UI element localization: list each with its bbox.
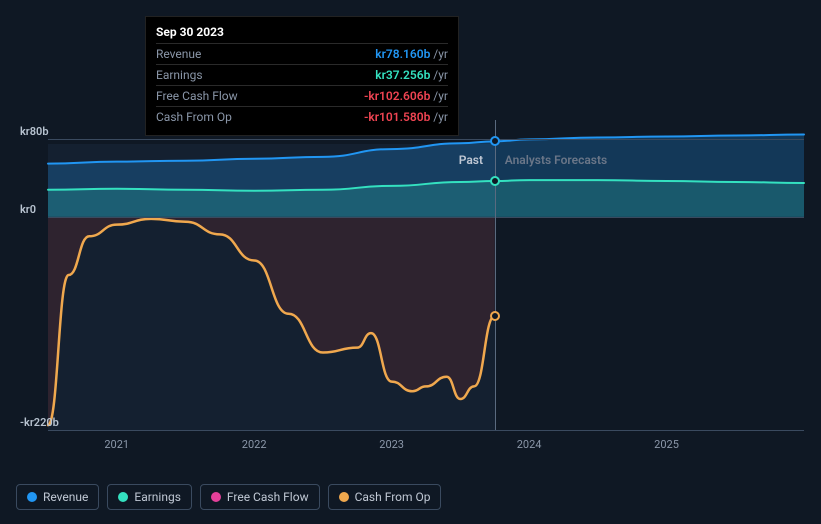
legend-label: Cash From Op <box>355 490 431 504</box>
y-axis-label: -kr220b <box>20 416 59 429</box>
gridline <box>48 430 804 431</box>
legend-swatch <box>211 492 221 502</box>
chart-svg <box>48 120 804 430</box>
chart: Past Analysts Forecasts 2021 2022 2023 2024… <box>16 120 804 450</box>
cursor-line <box>495 120 496 430</box>
x-axis-label: 2021 <box>104 438 129 451</box>
x-axis-label: 2024 <box>517 438 542 451</box>
x-axis-label: 2022 <box>242 438 267 451</box>
tooltip: Sep 30 2023 Revenue kr78.160b /yr Earnings… <box>145 16 459 136</box>
tooltip-row: Revenue kr78.160b /yr <box>156 43 448 64</box>
tooltip-value: -kr102.606b /yr <box>364 89 448 103</box>
y-axis-label: kr80b <box>20 125 49 138</box>
tooltip-key: Earnings <box>156 68 203 82</box>
legend-label: Earnings <box>134 490 181 504</box>
x-axis-label: 2023 <box>379 438 404 451</box>
legend-item-cash-from-op[interactable]: Cash From Op <box>328 484 442 510</box>
gridline <box>48 139 804 140</box>
tooltip-key: Free Cash Flow <box>156 89 238 103</box>
legend-swatch <box>339 492 349 502</box>
legend-label: Revenue <box>43 490 88 504</box>
tooltip-value: kr37.256b /yr <box>375 68 448 82</box>
series-marker-earnings <box>490 176 500 186</box>
legend: Revenue Earnings Free Cash Flow Cash From O… <box>16 484 441 510</box>
tooltip-row: Earnings kr37.256b /yr <box>156 64 448 85</box>
tooltip-key: Cash From Op <box>156 110 232 124</box>
tooltip-key: Revenue <box>156 47 201 61</box>
legend-swatch <box>27 492 37 502</box>
legend-item-earnings[interactable]: Earnings <box>107 484 192 510</box>
legend-swatch <box>118 492 128 502</box>
tooltip-value: -kr101.580b /yr <box>364 110 448 124</box>
gridline <box>48 217 804 218</box>
tooltip-title: Sep 30 2023 <box>156 25 448 43</box>
forecast-label: Analysts Forecasts <box>505 153 607 167</box>
tooltip-row: Cash From Op -kr101.580b /yr <box>156 106 448 127</box>
legend-item-free-cash-flow[interactable]: Free Cash Flow <box>200 484 320 510</box>
legend-item-revenue[interactable]: Revenue <box>16 484 99 510</box>
y-axis-label: kr0 <box>20 203 36 216</box>
x-axis-label: 2025 <box>654 438 679 451</box>
tooltip-value: kr78.160b /yr <box>375 47 448 61</box>
x-axis-labels: 2021 2022 2023 2024 2025 <box>48 438 804 458</box>
legend-label: Free Cash Flow <box>227 490 309 504</box>
past-label: Past <box>459 153 483 167</box>
series-marker-cfo <box>490 311 500 321</box>
plot-area[interactable]: Past Analysts Forecasts <box>48 120 804 430</box>
tooltip-row: Free Cash Flow -kr102.606b /yr <box>156 85 448 106</box>
series-marker-revenue <box>490 136 500 146</box>
